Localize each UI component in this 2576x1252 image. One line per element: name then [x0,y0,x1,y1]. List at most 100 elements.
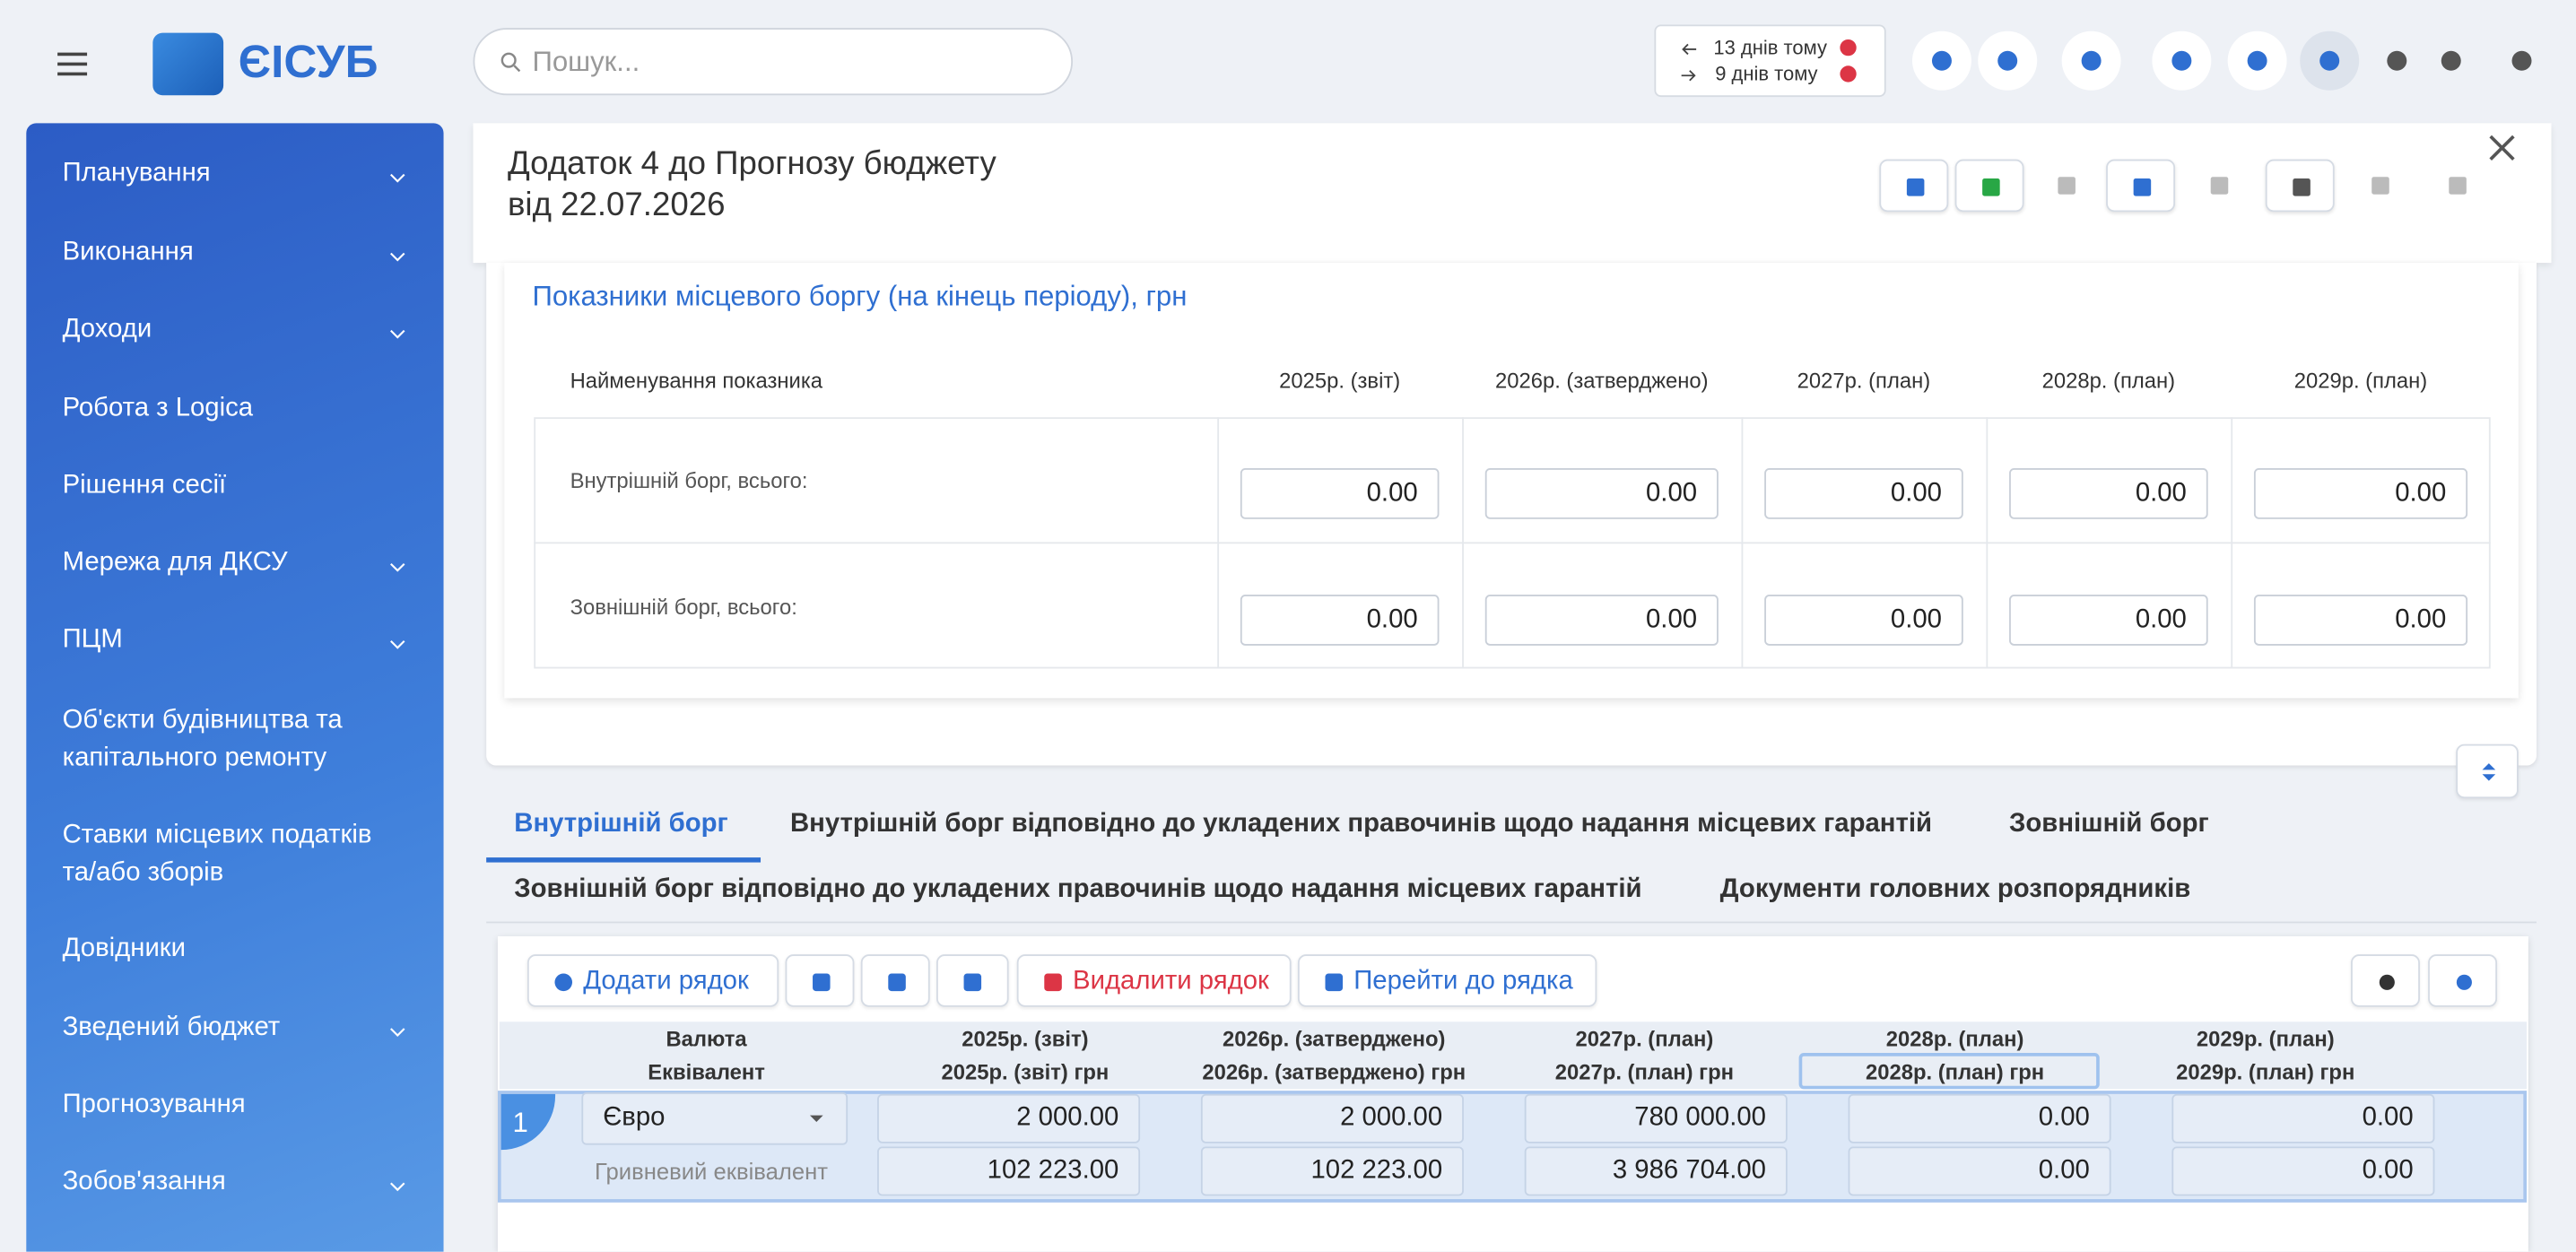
sidebar-chevron [386,245,409,268]
header-icon-glyph [1997,50,2018,71]
amount-cell[interactable]: 2 000.00 [1200,1093,1464,1143]
toolbar-button[interactable] [860,954,930,1007]
toolbar-icon-glyph [2456,974,2472,990]
tab[interactable]: Зовнішній борг відповідно до укладених п… [514,875,1642,904]
toolbar-action[interactable] [2346,160,2415,213]
sidebar-item[interactable]: ПЦМ [62,625,123,654]
grid-column-header: 2025р. (звіт) грн [941,1059,1110,1084]
header-icon-glyph [2171,50,2192,71]
amount-input[interactable]: 0.00 [2253,468,2468,519]
amount-cell[interactable]: 0.00 [2171,1093,2435,1143]
sidebar-chevron [386,166,409,189]
amount-cell[interactable]: 0.00 [1848,1146,2111,1196]
header-icon [1927,46,1956,75]
amount-cell[interactable]: 780 000.00 [1524,1093,1788,1143]
close-button[interactable] [2483,128,2522,168]
scroll-toggle[interactable] [2456,743,2519,799]
amount-cell[interactable]: 102 223.00 [1200,1146,1464,1196]
tab[interactable]: Зовнішній борг [2009,809,2209,839]
toolbar-action[interactable] [2265,159,2335,213]
amount-input[interactable]: 0.00 [2009,595,2208,646]
column-header: 2029р. (план) [2293,368,2428,393]
amount-cell[interactable]: 0.00 [2171,1146,2435,1196]
toolbar-action[interactable] [2106,159,2176,213]
toolbar-action[interactable] [2032,160,2102,213]
grid-column-header: 2026р. (затверджено) [1223,1026,1446,1052]
sidebar-chevron-glyph [390,173,405,183]
header-icon-glyph [2387,50,2407,71]
toolbar-button[interactable]: Видалити рядок [1016,954,1292,1007]
sidebar-item[interactable]: Планування [62,159,211,187]
sidebar-item[interactable]: Зведений бюджет [62,1013,281,1042]
amount-cell[interactable]: 3 986 704.00 [1524,1146,1788,1196]
amount-cell[interactable]: 2 000.00 [877,1093,1141,1143]
header-icon-button[interactable] [2422,31,2481,91]
header-icon [2167,46,2197,75]
row-label: Гривневий еквівалент [595,1158,829,1185]
tab[interactable]: Внутрішній борг відповідно до укладених … [789,809,1932,839]
toolbar-button[interactable] [785,954,855,1007]
header-icon-button[interactable] [2227,30,2287,91]
sidebar-item[interactable]: Рішення сесії [62,471,227,500]
toolbar-button[interactable]: Перейти до рядка [1297,954,1597,1007]
menu-button[interactable] [53,44,92,83]
header-icon-button[interactable] [1978,30,2038,91]
header-icon-button[interactable] [2367,31,2426,91]
toolbar-button[interactable] [2428,954,2498,1007]
currency-select[interactable] [581,1092,849,1145]
grid-column-header: 2028р. (план) грн [1865,1059,2045,1084]
select-caret [804,1106,830,1132]
header-icon-button[interactable] [1911,30,1971,91]
action-icon [2206,172,2232,198]
amount-input[interactable]: 0.00 [1484,595,1719,646]
header-icon-button[interactable] [2300,30,2360,91]
action-icon-glyph [1906,178,1925,196]
action-icon-glyph [2058,177,2076,195]
sidebar-item[interactable]: Мережа для ДКСУ [62,548,288,577]
amount-input[interactable]: 0.00 [1240,595,1440,646]
sidebar-item[interactable]: Робота з Logica [62,394,254,422]
sidebar-chevron [386,555,409,578]
toolbar-label: Додати рядок [583,967,749,996]
toolbar-button[interactable] [2351,954,2420,1007]
header-icon-glyph [2247,50,2267,71]
amount-input[interactable]: 0.00 [1764,468,1963,519]
toolbar-button[interactable]: Додати рядок [527,954,779,1007]
header-icon [2242,46,2272,75]
notifications[interactable]: 13 днів тому 9 днів тому [1654,24,1886,98]
sidebar-item[interactable]: Зобов'язання [62,1168,226,1196]
toolbar-button[interactable] [936,954,1009,1007]
tab[interactable]: Внутрішній борг [514,809,728,839]
action-icon [2444,172,2470,198]
action-icon [1978,174,2004,200]
column-header: 2027р. (план) [1797,368,1931,393]
toolbar-action[interactable] [1879,159,1949,213]
grid-divider [534,542,2491,544]
sidebar-item[interactable]: Довідники [62,935,186,963]
notification-arrow-glyph [1682,43,1697,56]
sidebar-item[interactable]: Прогнозування [62,1091,246,1119]
amount-input[interactable]: 0.00 [2009,468,2208,519]
amount-input[interactable]: 0.00 [1764,595,1963,646]
grid-header [499,1022,2528,1090]
amount-cell[interactable]: 102 223.00 [877,1146,1141,1196]
amount-input[interactable]: 0.00 [1240,468,1440,519]
amount-input[interactable]: 0.00 [1484,468,1719,519]
toolbar-action[interactable] [2424,160,2493,213]
header-icon-button[interactable] [2493,31,2552,91]
toolbar-action[interactable] [2185,160,2254,213]
notification-alert [1840,39,1857,57]
sidebar-item[interactable]: Об'єкти будівництва та капітального ремо… [62,706,343,772]
search-box[interactable]: Пошук... [473,28,1074,96]
toolbar-action[interactable] [1954,159,2024,213]
amount-cell[interactable]: 0.00 [1848,1093,2111,1143]
sidebar-item[interactable]: Доходи [62,315,152,343]
amount-input[interactable]: 0.00 [2253,595,2468,646]
header-icon-button[interactable] [2061,30,2121,91]
tab[interactable]: Документи головних розпорядників [1719,875,2191,904]
sidebar-item[interactable]: Виконання [62,238,194,266]
sidebar-item[interactable]: Ставки місцевих податків та/або зборів [62,821,372,888]
header-icon-button[interactable] [2152,30,2212,91]
toolbar-icon [551,969,577,996]
